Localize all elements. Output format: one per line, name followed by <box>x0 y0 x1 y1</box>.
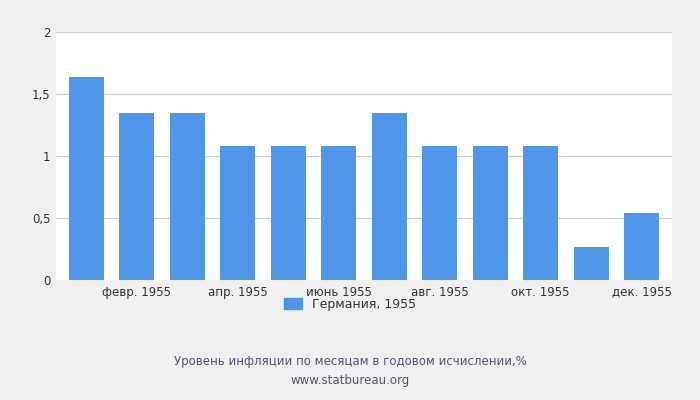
Bar <box>119 113 155 280</box>
Bar <box>523 146 559 280</box>
Text: www.statbureau.org: www.statbureau.org <box>290 374 410 387</box>
Bar <box>69 77 104 280</box>
Text: Уровень инфляции по месяцам в годовом исчислении,%: Уровень инфляции по месяцам в годовом ис… <box>174 356 526 368</box>
Bar <box>473 146 508 280</box>
Bar <box>422 146 457 280</box>
Bar <box>321 146 356 280</box>
Bar <box>624 213 659 280</box>
Bar <box>372 113 407 280</box>
Bar <box>169 113 205 280</box>
Bar <box>271 146 306 280</box>
Legend: Германия, 1955: Германия, 1955 <box>279 293 421 316</box>
Bar <box>220 146 256 280</box>
Bar <box>573 246 609 280</box>
